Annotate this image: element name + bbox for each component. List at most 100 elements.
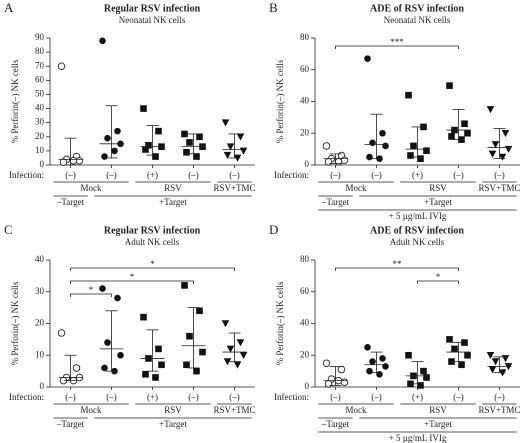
point	[145, 141, 152, 149]
point	[420, 367, 427, 375]
y-tick-label: 20	[35, 318, 45, 328]
point	[501, 129, 510, 138]
point	[104, 134, 111, 142]
point	[226, 143, 235, 151]
x-tick-label: (–)	[229, 170, 240, 180]
y-tick-label: 20	[35, 131, 45, 141]
point	[111, 147, 118, 155]
point	[101, 153, 108, 160]
point	[451, 345, 458, 353]
point	[196, 307, 203, 315]
y-tick-label: 20	[300, 127, 310, 137]
y-tick-label: 30	[35, 117, 45, 127]
chart-subtitle: Neonatal NK cells	[384, 15, 451, 25]
point	[379, 129, 386, 137]
point	[491, 141, 500, 149]
x-tick-label: (–)	[106, 392, 117, 402]
y-tick-label: 40	[35, 103, 45, 113]
significance-bracket	[70, 267, 235, 271]
point	[114, 294, 121, 302]
point	[423, 147, 430, 155]
point	[221, 320, 230, 328]
point	[69, 157, 78, 165]
x-tick-label: (–)	[229, 392, 240, 402]
group-label: Mock	[81, 183, 102, 193]
point	[221, 119, 230, 127]
point	[423, 374, 430, 381]
point	[72, 364, 81, 372]
y-tick-label: 60	[35, 74, 45, 84]
point	[488, 366, 497, 374]
ivig-label: + 5 µg/mL IVIg	[389, 211, 447, 221]
point	[158, 361, 165, 369]
group-label: RSV+TMC	[213, 183, 255, 193]
significance-label: ***	[390, 37, 404, 47]
significance-label: **	[393, 259, 403, 269]
point	[152, 153, 159, 160]
y-tick-label: 40	[35, 254, 45, 264]
point	[446, 82, 453, 89]
x-tick-label: (–)	[330, 392, 341, 402]
point	[114, 127, 121, 135]
point	[486, 351, 495, 360]
point	[417, 155, 424, 162]
point	[236, 133, 245, 141]
point	[236, 339, 245, 347]
x-row-label: Infection:	[274, 170, 309, 180]
y-tick-label: 50	[35, 89, 45, 99]
point	[183, 149, 190, 156]
point	[410, 142, 417, 150]
y-tick-label: 40	[300, 96, 310, 106]
y-tick-label: 0	[40, 381, 45, 391]
x-tick-label: (–)	[494, 170, 505, 180]
x-tick-label: (–)	[65, 392, 76, 402]
point	[324, 380, 333, 388]
point	[152, 374, 159, 381]
point	[99, 37, 106, 45]
point	[186, 332, 193, 340]
point	[407, 152, 414, 159]
point	[239, 351, 248, 360]
point	[464, 351, 471, 359]
y-tick-label: 90	[35, 32, 45, 42]
x-tick-label: (–)	[453, 392, 464, 402]
point	[464, 129, 471, 137]
point	[196, 133, 203, 141]
point	[223, 358, 232, 366]
chart-subtitle: Adult NK cells	[125, 237, 180, 247]
y-tick-label: 60	[300, 286, 310, 296]
point	[366, 153, 373, 161]
chart-title: ADE of RSV infection	[370, 225, 464, 236]
significance-bracket	[70, 280, 194, 284]
significance-bracket	[335, 267, 459, 271]
point	[142, 371, 149, 378]
target-label: –Target	[56, 419, 85, 429]
y-axis-label: % Perforin(–) NK cells	[275, 281, 285, 365]
significance-bracket	[417, 280, 459, 284]
panel-label: C	[4, 222, 13, 237]
group-label: RSV	[164, 183, 182, 193]
point	[57, 329, 66, 337]
x-tick-label: (–)	[371, 170, 382, 180]
point	[322, 142, 331, 150]
point	[405, 91, 412, 99]
point	[155, 345, 162, 353]
x-row-label: Infection:	[9, 170, 44, 180]
group-label: RSV	[429, 183, 447, 193]
chart-title: Regular RSV infection	[104, 3, 201, 14]
point	[366, 367, 373, 375]
point	[407, 380, 414, 388]
target-label: +Target	[424, 419, 452, 429]
chart-title: ADE of RSV infection	[370, 3, 464, 14]
point	[223, 151, 232, 159]
group-label: RSV+TMC	[478, 405, 520, 415]
point	[324, 158, 333, 166]
group-label: RSV	[429, 405, 447, 415]
point	[140, 313, 147, 321]
point	[334, 158, 343, 166]
point	[104, 339, 111, 346]
